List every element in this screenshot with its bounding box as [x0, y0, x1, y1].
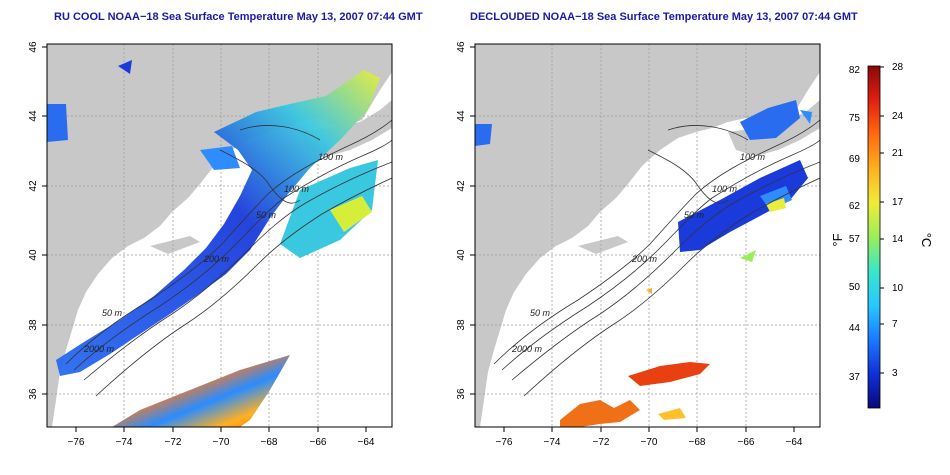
- colorbar-f-ticks: 82 75 69 62 57 50 44 37: [849, 65, 861, 383]
- contour-label: 200 m: [631, 254, 658, 264]
- x-tick-label: −66: [310, 437, 327, 448]
- map-frame: [474, 43, 821, 428]
- c-tick-label: 14: [892, 234, 904, 245]
- contour-label: 2000 m: [511, 344, 543, 354]
- c-tick-label: 10: [892, 283, 904, 294]
- contour-label: 100 m: [318, 152, 344, 162]
- x-tick-label: −72: [165, 437, 182, 448]
- sst-patch-cold: [47, 104, 68, 142]
- x-tick-label: −66: [738, 437, 755, 448]
- x-tick-label: −70: [213, 437, 230, 448]
- c-tick-label: 7: [892, 319, 898, 330]
- sst-patch-cool: [800, 110, 812, 124]
- sst-patch-cold: [280, 160, 378, 258]
- c-tick-label: 17: [892, 197, 904, 208]
- c-tick-label: 21: [892, 148, 904, 159]
- f-tick-label: 44: [849, 323, 861, 334]
- sst-patch-warm: [658, 408, 686, 420]
- y-tick-label: 44: [28, 110, 39, 122]
- x-tick-label: −76: [496, 437, 513, 448]
- fahrenheit-label: °F: [830, 233, 845, 246]
- y-tick-label: 40: [28, 249, 39, 261]
- y-tick-label: 46: [28, 41, 39, 53]
- left-panel-title: RU COOL NOAA−18 Sea Surface Temperature …: [54, 11, 423, 23]
- sst-swath-warm: [112, 355, 290, 427]
- celsius-label: °C: [919, 233, 934, 248]
- y-axis-ticks: 36 38 40 42 44 46: [456, 41, 475, 400]
- colorbar: 82 75 69 62 57 50 44 37 28 24 21 17 14 1…: [830, 62, 934, 409]
- x-tick-label: −64: [786, 437, 803, 448]
- sst-patch-warm: [628, 362, 710, 386]
- land-mass: [150, 236, 200, 254]
- contour-label: 50 m: [256, 210, 277, 220]
- y-tick-label: 36: [456, 388, 467, 400]
- contour-label: 100 m: [712, 184, 738, 194]
- sst-patch-cold: [475, 124, 492, 146]
- sst-swath-cold: [56, 70, 380, 376]
- sst-patch-warm: [766, 198, 786, 212]
- contour-label: 50 m: [684, 210, 705, 220]
- c-tick-label: 24: [892, 111, 904, 122]
- c-tick-label: 28: [892, 62, 904, 73]
- x-axis-ticks: −76 −74 −72 −70 −68 −66 −64: [496, 427, 803, 448]
- f-tick-label: 69: [849, 154, 861, 165]
- c-tick-label: 3: [892, 368, 898, 379]
- sst-patch-cold: [740, 100, 800, 140]
- f-tick-label: 57: [849, 234, 861, 245]
- colorbar-gradient: [867, 65, 881, 409]
- contour-label: 50 m: [102, 308, 123, 318]
- land-mass: [578, 236, 628, 254]
- x-tick-label: −72: [593, 437, 610, 448]
- contour-label: 2000 m: [83, 344, 115, 354]
- x-tick-label: −70: [641, 437, 658, 448]
- f-tick-label: 37: [849, 372, 861, 383]
- map-frame: [46, 43, 393, 428]
- sst-patch-cool: [740, 250, 756, 262]
- land-mass: [475, 44, 820, 427]
- x-tick-label: −68: [689, 437, 706, 448]
- y-tick-label: 38: [456, 319, 467, 331]
- x-tick-label: −74: [116, 437, 133, 448]
- x-axis-ticks: −76 −74 −72 −70 −68 −66 −64: [68, 427, 375, 448]
- sst-patch-cold: [678, 160, 808, 252]
- y-tick-label: 46: [456, 41, 467, 53]
- y-tick-label: 42: [28, 180, 39, 192]
- sst-patch-warm: [330, 196, 372, 232]
- y-tick-label: 40: [456, 249, 467, 261]
- y-axis-ticks: 36 38 40 42 44 46: [28, 41, 47, 400]
- y-tick-label: 44: [456, 110, 467, 122]
- sst-patch-cold: [118, 60, 132, 74]
- right-panel-title: DECLOUDED NOAA−18 Sea Surface Temperatur…: [470, 11, 858, 23]
- f-tick-label: 50: [849, 282, 861, 293]
- land-mass: [47, 44, 392, 427]
- grid-lines: [475, 44, 820, 427]
- right-map-panel: 100 m 100 m 50 m 200 m 50 m 2000 m −76 −…: [456, 41, 821, 448]
- x-tick-label: −64: [358, 437, 375, 448]
- colorbar-c-ticks: 28 24 21 17 14 10 7 3: [880, 62, 904, 379]
- sst-patch-warm: [646, 288, 652, 294]
- left-map-panel: 100 m 100 m 50 m 200 m 50 m 2000 m −76 −…: [28, 41, 393, 448]
- y-tick-label: 42: [456, 180, 467, 192]
- f-tick-label: 62: [849, 201, 861, 212]
- f-tick-label: 82: [849, 65, 861, 76]
- bathymetry-contours: [65, 119, 392, 397]
- x-tick-label: −74: [544, 437, 561, 448]
- contour-label: 100 m: [284, 184, 310, 194]
- x-tick-label: −68: [261, 437, 278, 448]
- y-tick-label: 36: [28, 388, 39, 400]
- f-tick-label: 75: [849, 113, 861, 124]
- sst-patch-cool: [200, 146, 240, 170]
- contour-label: 100 m: [740, 152, 766, 162]
- contour-label: 200 m: [203, 254, 230, 264]
- sst-patch-warm: [560, 400, 640, 427]
- contour-label: 50 m: [530, 308, 551, 318]
- bathymetry-contours: [493, 119, 820, 397]
- y-tick-label: 38: [28, 319, 39, 331]
- x-tick-label: −76: [68, 437, 85, 448]
